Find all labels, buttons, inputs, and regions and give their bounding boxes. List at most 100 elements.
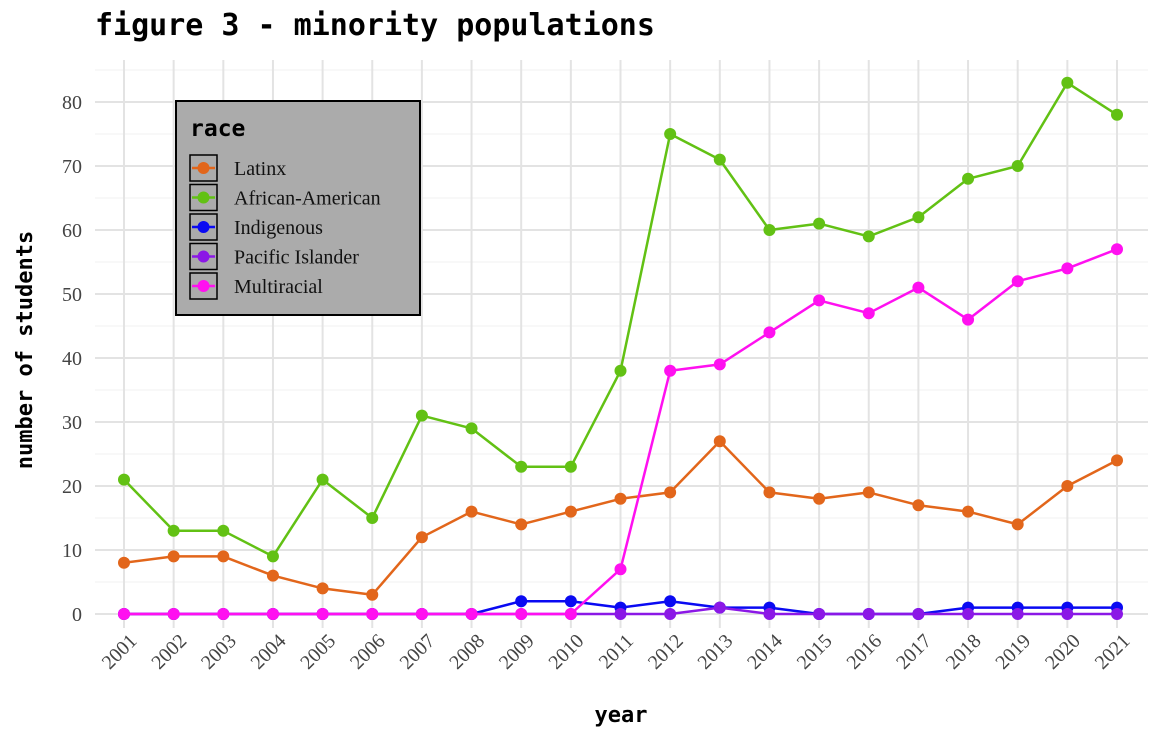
- data-point: [1061, 262, 1074, 275]
- data-point: [813, 217, 826, 230]
- data-point: [316, 582, 329, 595]
- x-tick-label: 2010: [545, 630, 589, 674]
- data-point: [713, 153, 726, 166]
- data-point: [1111, 108, 1123, 121]
- legend-items: Latinx African-American Indigenous Pacific …: [189, 154, 381, 300]
- data-point: [912, 281, 925, 294]
- data-point: [664, 486, 677, 499]
- chart-title: figure 3 - minority populations: [95, 8, 655, 43]
- x-tick-label: 2007: [396, 630, 440, 674]
- series-african-american: [118, 76, 1123, 563]
- x-tick-label: 2013: [693, 630, 737, 674]
- data-point: [664, 608, 677, 620]
- data-point: [614, 563, 627, 576]
- legend-title: race: [190, 116, 245, 142]
- data-point: [266, 550, 279, 563]
- data-point: [465, 422, 478, 435]
- data-point: [316, 608, 329, 620]
- data-point: [862, 307, 875, 320]
- data-point: [862, 230, 875, 243]
- x-tick-label: 2009: [495, 630, 539, 674]
- data-point: [664, 364, 677, 377]
- data-point: [713, 601, 726, 614]
- legend: race Latinx African-American Indigenous Pac…: [175, 100, 421, 316]
- legend-key-marker: [197, 191, 210, 204]
- y-tick-label: 30: [62, 412, 82, 434]
- data-point: [1011, 608, 1024, 620]
- data-point: [912, 211, 925, 224]
- data-point: [415, 409, 428, 422]
- legend-label: African-American: [234, 188, 381, 210]
- x-tick-label: 2005: [296, 630, 340, 674]
- data-point: [167, 608, 180, 620]
- data-point: [564, 608, 577, 620]
- y-axis-ticks: 0 10 20 30 40 50 60 70 80: [62, 92, 82, 626]
- data-point: [763, 224, 776, 236]
- series-multiracial: [118, 243, 1123, 620]
- data-point: [465, 505, 478, 518]
- x-tick-label: 2015: [793, 630, 837, 674]
- x-tick-label: 2008: [445, 630, 489, 674]
- legend-label: Indigenous: [234, 217, 323, 239]
- data-point: [564, 595, 577, 608]
- data-point: [366, 512, 379, 524]
- y-tick-label: 20: [62, 476, 82, 498]
- data-point: [962, 505, 975, 518]
- data-point: [962, 608, 975, 620]
- x-tick-label: 2019: [991, 630, 1035, 674]
- legend-key-marker: [197, 162, 210, 174]
- data-point: [664, 128, 677, 140]
- data-point: [366, 608, 379, 620]
- data-point: [217, 608, 230, 620]
- data-point: [515, 608, 528, 620]
- x-tick-label: 2002: [147, 630, 191, 674]
- data-point: [664, 595, 677, 608]
- data-point: [1111, 243, 1123, 256]
- legend-key-marker: [197, 221, 210, 233]
- y-axis-title: number of students: [13, 231, 38, 469]
- x-tick-label: 2006: [346, 630, 390, 674]
- legend-label: Multiracial: [234, 276, 323, 298]
- data-point: [912, 608, 925, 620]
- x-tick-label: 2003: [197, 630, 241, 674]
- data-point: [118, 608, 130, 620]
- data-point: [813, 608, 826, 620]
- data-point: [1061, 608, 1074, 620]
- y-tick-label: 10: [62, 540, 82, 562]
- x-tick-label: 2014: [743, 630, 787, 674]
- data-point: [217, 524, 230, 537]
- data-point: [366, 588, 379, 601]
- y-tick-label: 80: [62, 92, 82, 114]
- data-point: [118, 556, 130, 569]
- data-point: [763, 326, 776, 339]
- x-tick-label: 2020: [1041, 630, 1085, 674]
- data-point: [415, 531, 428, 544]
- series-group: [118, 76, 1123, 620]
- data-point: [912, 499, 925, 512]
- x-axis-title: year: [595, 703, 648, 728]
- x-tick-label: 2011: [595, 630, 638, 673]
- x-tick-label: 2001: [98, 630, 142, 674]
- data-point: [763, 608, 776, 620]
- y-tick-label: 70: [62, 156, 82, 178]
- y-tick-label: 60: [62, 220, 82, 242]
- data-point: [515, 460, 528, 473]
- data-point: [1011, 518, 1024, 531]
- legend-label: Latinx: [234, 158, 286, 180]
- data-point: [564, 460, 577, 473]
- x-tick-label: 2018: [942, 630, 986, 674]
- data-point: [515, 518, 528, 531]
- data-point: [118, 473, 130, 486]
- data-point: [813, 294, 826, 307]
- data-point: [217, 550, 230, 563]
- data-point: [515, 595, 528, 608]
- data-point: [1011, 275, 1024, 288]
- data-point: [614, 492, 627, 505]
- data-point: [167, 524, 180, 537]
- data-point: [316, 473, 329, 486]
- data-point: [266, 569, 279, 582]
- data-point: [1111, 454, 1123, 467]
- data-point: [614, 608, 627, 620]
- y-tick-label: 50: [62, 284, 82, 306]
